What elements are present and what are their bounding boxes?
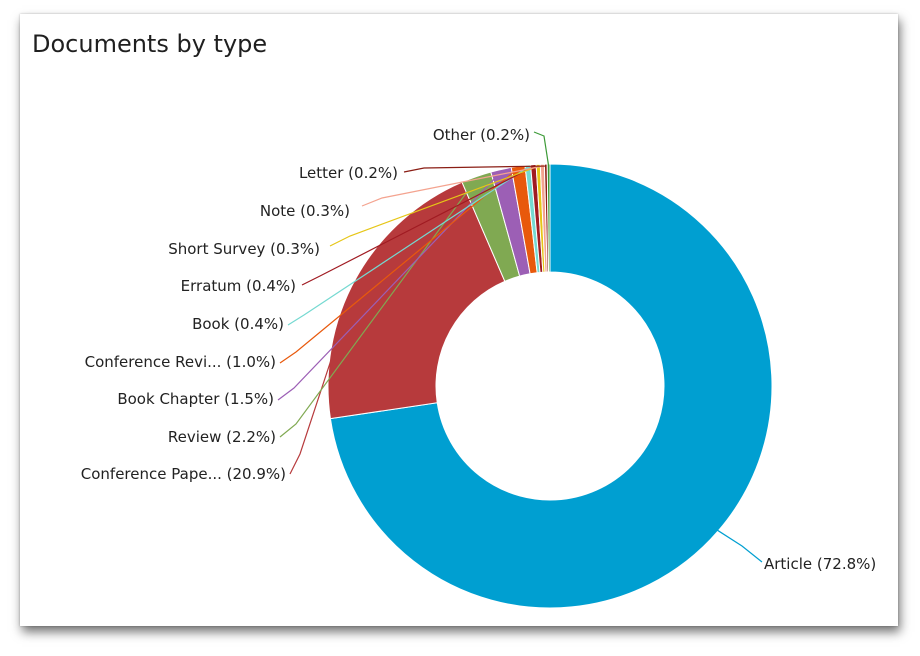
leader-line: [403, 165, 546, 173]
slice-label: Review (2.2%): [168, 428, 276, 446]
leader-line: [533, 131, 550, 167]
slice-label: Book (0.4%): [192, 315, 284, 333]
leader-line: [361, 165, 543, 207]
slice-label: Letter (0.2%): [299, 164, 398, 182]
leader-line: [301, 166, 534, 286]
donut-slice[interactable]: [329, 163, 773, 609]
chart-card: Documents by type Article (72.8%) Confere…: [20, 14, 898, 626]
donut-slice[interactable]: [327, 181, 506, 420]
slice-label: Short Survey (0.3%): [168, 240, 320, 258]
slice-label: Book Chapter (1.5%): [117, 390, 274, 408]
leader-line: [329, 165, 539, 247]
slice-label: Erratum (0.4%): [181, 277, 296, 295]
leader-line: [279, 167, 519, 364]
leader-line: [716, 529, 763, 563]
leader-line: [287, 166, 529, 326]
leader-line: [277, 171, 502, 401]
slice-label: Conference Revi... (1.0%): [85, 353, 276, 371]
slice-label: Article (72.8%): [764, 555, 876, 573]
slice-label: Other (0.2%): [433, 126, 530, 144]
chart-title: Documents by type: [32, 30, 268, 58]
donut-chart: Article (72.8%) Conference Pape... (20.9%…: [81, 126, 876, 609]
slice-label: Note (0.3%): [260, 202, 350, 220]
slice-label: Conference Pape... (20.9%): [81, 465, 286, 483]
leader-line: [289, 278, 359, 475]
